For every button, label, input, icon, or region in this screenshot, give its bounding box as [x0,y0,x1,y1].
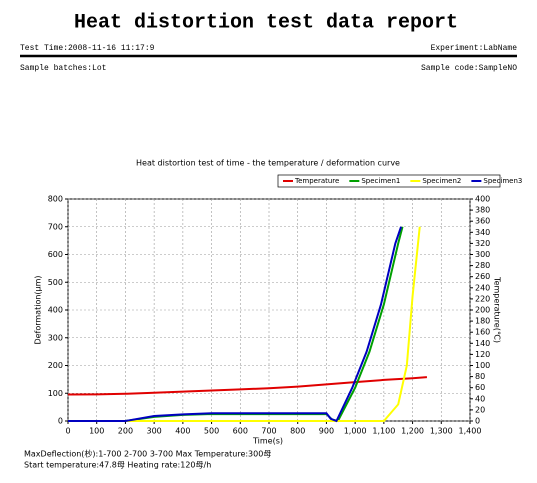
y2-tick-label: 400 [475,195,490,204]
y2-tick-label: 180 [475,317,490,326]
legend-label: Temperature [294,177,339,185]
y-tick-label: 100 [48,389,63,398]
y-tick-label: 200 [48,361,63,370]
y-tick-label: 400 [48,306,63,315]
y-axis-label: Deformation(μm) [34,275,43,344]
x-tick-label: 1,400 [459,427,482,436]
experiment: Experiment:LabName [431,44,518,53]
legend-label: Specimen2 [422,177,461,185]
x-tick-label: 1,300 [430,427,453,436]
chart-title: Heat distortion test of time - the tempe… [136,159,400,168]
legend-label: Specimen3 [483,177,522,185]
y2-tick-label: 340 [475,228,490,237]
y2-tick-label: 40 [475,394,485,403]
x-tick-label: 600 [233,427,248,436]
x-tick-label: 500 [204,427,219,436]
x-tick-label: 1,000 [344,427,367,436]
y2-tick-label: 320 [475,239,490,248]
y2-tick-label: 380 [475,206,490,215]
y2-tick-label: 220 [475,294,490,303]
legend-box [277,174,501,188]
series-line [68,226,403,423]
x-tick-label: 800 [290,427,305,436]
footer-line: MaxDeflection(杪):1-700 2-700 3-700 Max T… [24,449,271,459]
y2-tick-label: 260 [475,272,490,281]
x-tick-label: 1,200 [401,427,424,436]
y2-tick-label: 100 [475,361,490,370]
y2-tick-label: 300 [475,250,490,259]
y2-axis-label: Temperature(℃) [493,276,502,343]
y2-tick-label: 360 [475,217,490,226]
x-tick-label: 900 [319,427,334,436]
y-tick-label: 0 [58,417,63,426]
sample-batches: Sample batches:Lot [20,64,106,73]
y-tick-label: 700 [48,222,63,231]
y2-tick-label: 160 [475,328,490,337]
y2-tick-label: 0 [475,417,480,426]
series-line [68,226,421,422]
y-tick-label: 800 [48,195,63,204]
x-tick-label: 400 [175,427,190,436]
y2-tick-label: 20 [475,405,485,414]
y2-tick-label: 140 [475,339,490,348]
y2-tick-label: 60 [475,383,485,392]
y2-tick-label: 120 [475,350,490,359]
y2-tick-label: 80 [475,372,485,381]
x-tick-label: 300 [147,427,162,436]
y-tick-label: 300 [48,333,63,342]
y2-tick-label: 200 [475,306,490,315]
y-tick-label: 500 [48,278,63,287]
series-line [68,226,404,423]
sample-code: Sample code:SampleNO [421,64,517,73]
y2-tick-label: 280 [475,261,490,270]
footer-line: Start temperature:47.8母 Heating rate:120… [24,461,211,470]
y2-tick-label: 240 [475,283,490,292]
series-line [67,376,428,396]
x-tick-label: 100 [89,427,104,436]
legend-label: Specimen1 [361,177,400,185]
x-tick-label: 0 [65,427,70,436]
y-tick-label: 600 [48,250,63,259]
x-tick-label: 1,100 [372,427,395,436]
test-time: Test Time:2008-11-16 11:17:9 [20,44,155,53]
x-tick-label: 200 [118,427,133,436]
x-tick-label: 700 [261,427,276,436]
x-axis-label: Time(s) [252,437,283,446]
report-title: Heat distortion test data report [74,11,458,34]
